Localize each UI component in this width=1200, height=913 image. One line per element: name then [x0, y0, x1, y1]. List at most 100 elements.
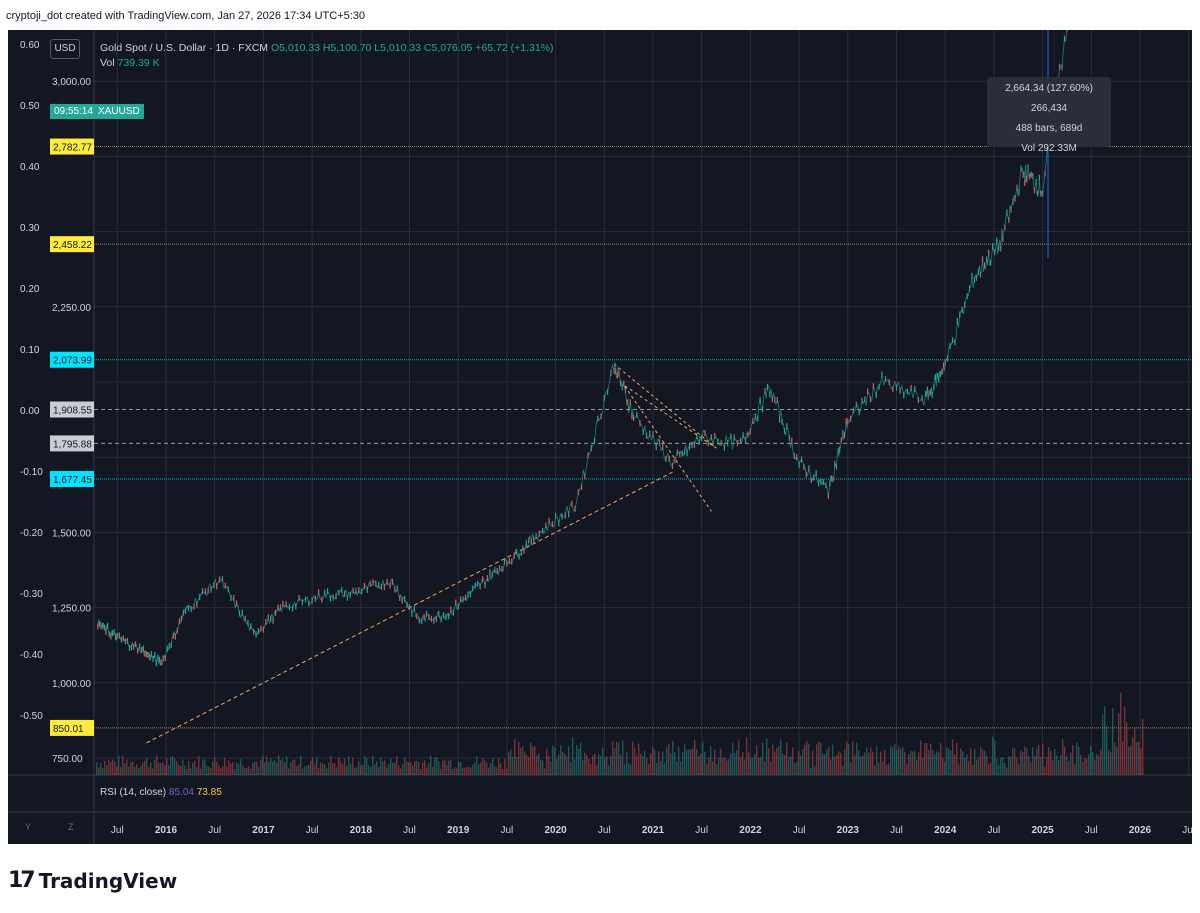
volume-bar: [766, 738, 768, 775]
volume-bar: [418, 762, 420, 775]
volume-bar: [384, 760, 386, 775]
volume-bar: [256, 761, 258, 775]
volume-bar: [258, 767, 260, 775]
volume-bar: [442, 760, 444, 775]
zoom-button[interactable]: Z: [68, 822, 74, 832]
volume-bar: [956, 742, 958, 775]
price-chart[interactable]: 0.60 0.50 0.40 0.30 0.20 0.10 0.00 -0.10 -0.20 -0…: [8, 30, 1192, 844]
volume-bar: [828, 747, 830, 775]
volume-bar: [998, 764, 1000, 775]
volume-bar: [520, 747, 522, 775]
bar-countdown: 09:55:14: [50, 104, 97, 119]
volume-bar: [1070, 752, 1072, 775]
volume-bar: [764, 761, 766, 775]
volume-bar: [136, 764, 138, 775]
time-axis-tick: 2018: [350, 825, 373, 836]
volume-bar: [742, 752, 744, 775]
volume-bar: [926, 743, 928, 775]
volume-bar: [624, 764, 626, 775]
volume-bar: [560, 745, 562, 775]
volume-bars: [96, 692, 1144, 775]
volume-bar: [1064, 746, 1066, 775]
wedge-pattern: [613, 363, 717, 512]
volume-bar: [714, 749, 716, 775]
volume-bar: [124, 763, 126, 775]
volume-bar: [108, 759, 110, 775]
volume-bar: [246, 767, 248, 775]
volume-bar: [1080, 755, 1082, 775]
symbol-title[interactable]: Gold Spot / U.S. Dollar · 1D · FXCM: [100, 42, 269, 54]
volume-bar: [644, 750, 646, 775]
volume-bar: [504, 758, 506, 775]
volume-bar: [568, 746, 570, 775]
volume-bar: [486, 762, 488, 775]
volume-bar: [122, 755, 124, 775]
volume-bar: [410, 762, 412, 775]
volume-bar: [216, 762, 218, 775]
volume-bar: [1048, 747, 1050, 775]
time-axis-tick: Jul: [306, 825, 319, 836]
volume-bar: [820, 742, 822, 775]
volume-bar: [162, 762, 164, 775]
volume-bar: [526, 755, 528, 775]
volume-bar: [918, 752, 920, 775]
volume-bar: [1000, 757, 1002, 775]
volume-bar: [1044, 766, 1046, 775]
chart-attribution: cryptoji_dot created with TradingView.co…: [6, 10, 366, 22]
chart-frame[interactable]: 0.60 0.50 0.40 0.30 0.20 0.10 0.00 -0.10 -0.20 -0…: [8, 30, 1192, 844]
volume-bar: [528, 756, 530, 775]
volume-bar: [214, 757, 216, 775]
time-axis-tick: Jul: [403, 825, 416, 836]
volume-bar: [202, 759, 204, 775]
trend-lines: [146, 363, 717, 744]
volume-bar: [252, 762, 254, 775]
volume-bar: [438, 761, 440, 775]
volume-bar: [836, 754, 838, 775]
year-scale-button[interactable]: Y: [25, 822, 32, 832]
volume-bar: [686, 749, 688, 775]
volume-bar: [1050, 750, 1052, 775]
level-tag-bg: [50, 401, 94, 418]
volume-bar: [960, 748, 962, 775]
volume-bar: [1138, 741, 1140, 775]
rsi-label[interactable]: RSI (14, close): [100, 787, 167, 798]
volume-bar: [506, 768, 508, 775]
volume-bar: [262, 756, 264, 775]
volume-bar: [750, 757, 752, 775]
volume-bar: [512, 756, 514, 775]
volume-bar: [730, 753, 732, 775]
volume-bar: [704, 751, 706, 775]
volume-bar: [432, 766, 434, 775]
volume-bar: [310, 760, 312, 775]
volume-bar: [994, 740, 996, 775]
ohlc-values: O5,010.33 H5,100.70 L5,010.33 C5,076.05 …: [270, 42, 554, 54]
volume-bar: [1040, 756, 1042, 775]
volume-bar: [118, 755, 120, 775]
volume-bar: [334, 763, 336, 775]
volume-bar: [940, 743, 942, 775]
level-tag: 2,458.22: [53, 240, 92, 251]
volume-bar: [724, 757, 726, 775]
volume-bar: [220, 768, 222, 775]
volume-bar: [466, 766, 468, 775]
volume-bar: [564, 753, 566, 775]
volume-bar: [1130, 745, 1132, 775]
price-axis-tick: 2,250.00: [52, 303, 91, 314]
currency-button[interactable]: USD: [50, 39, 80, 59]
volume-bar: [630, 764, 632, 775]
volume-bar: [668, 744, 670, 775]
volume-bar: [408, 762, 410, 775]
volume-bar: [120, 767, 122, 775]
volume-bar: [388, 763, 390, 775]
volume-bar: [146, 758, 148, 775]
time-axis-tick: 2017: [252, 825, 275, 836]
volume-bar: [132, 761, 134, 775]
volume-bar: [238, 764, 240, 775]
volume-bar: [810, 767, 812, 775]
level-tag: 1,908.55: [53, 406, 92, 417]
volume-bar: [598, 754, 600, 775]
volume-bar: [1006, 767, 1008, 775]
volume-bar: [1108, 749, 1110, 775]
volume-bar: [488, 767, 490, 775]
volume-bar: [722, 758, 724, 775]
